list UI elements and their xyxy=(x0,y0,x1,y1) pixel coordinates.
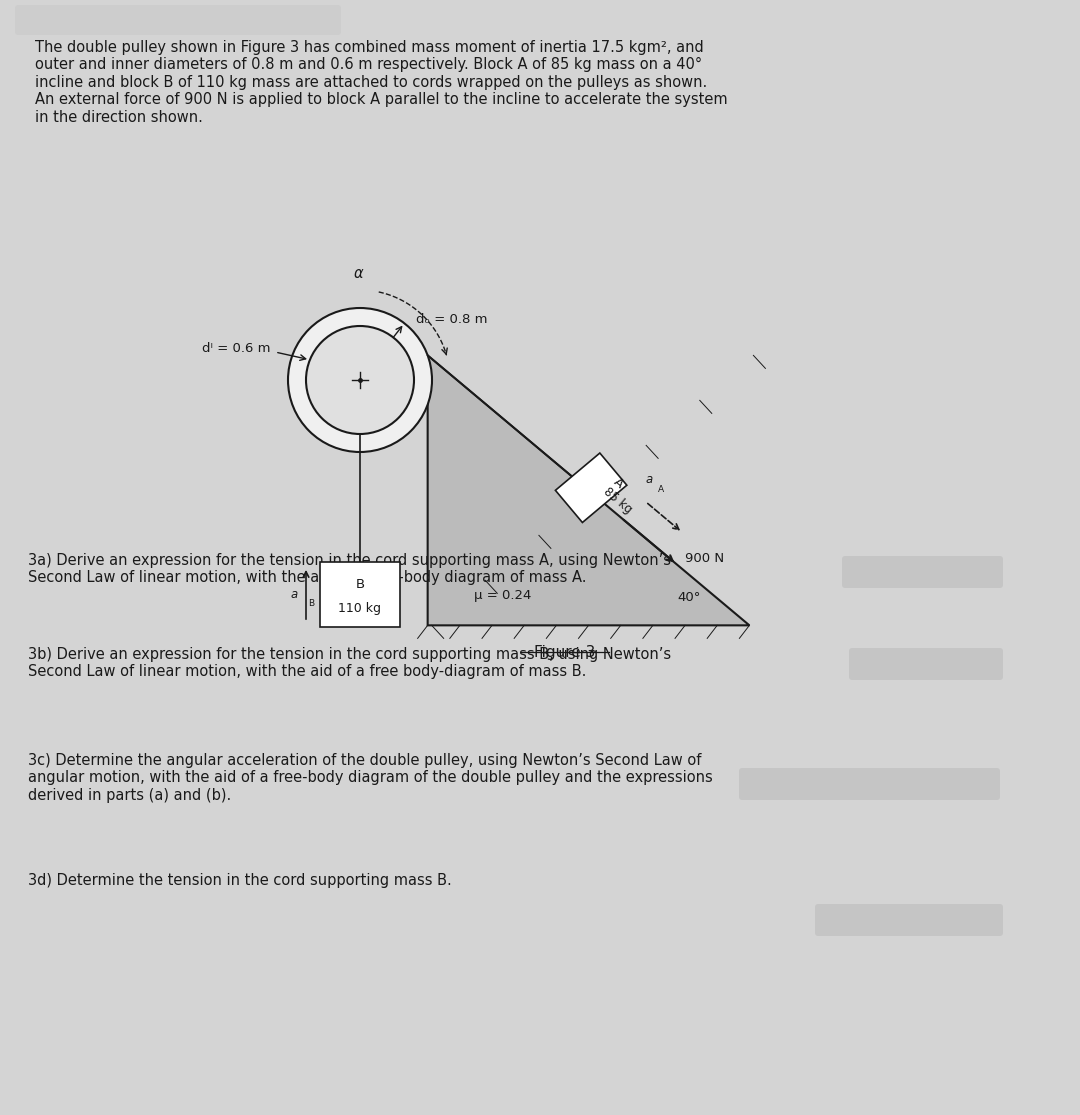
Text: Figure 3: Figure 3 xyxy=(534,644,595,660)
Text: μ = 0.24: μ = 0.24 xyxy=(474,589,531,602)
FancyBboxPatch shape xyxy=(849,648,1003,680)
Text: 110 kg: 110 kg xyxy=(338,602,381,615)
Text: 900 N: 900 N xyxy=(685,552,724,565)
Text: 40°: 40° xyxy=(678,591,701,604)
FancyBboxPatch shape xyxy=(842,556,1003,588)
Polygon shape xyxy=(428,356,750,626)
Text: A: A xyxy=(610,475,625,491)
Text: 3d) Determine the tension in the cord supporting mass B.: 3d) Determine the tension in the cord su… xyxy=(28,873,451,888)
Text: A: A xyxy=(658,485,664,494)
Text: The double pulley shown in Figure 3 has combined mass moment of inertia 17.5 kgm: The double pulley shown in Figure 3 has … xyxy=(35,40,728,125)
Bar xyxy=(320,562,400,627)
Circle shape xyxy=(288,308,432,452)
Text: α: α xyxy=(353,266,363,281)
Circle shape xyxy=(306,326,414,434)
Text: B: B xyxy=(355,579,365,591)
FancyBboxPatch shape xyxy=(815,904,1003,935)
Text: B: B xyxy=(308,599,314,608)
Text: 85 kg: 85 kg xyxy=(602,485,635,516)
Text: 3c) Determine the angular acceleration of the double pulley, using Newton’s Seco: 3c) Determine the angular acceleration o… xyxy=(28,753,713,803)
Text: a: a xyxy=(291,588,298,601)
Polygon shape xyxy=(555,453,626,523)
FancyBboxPatch shape xyxy=(15,4,341,35)
Text: dᴵ = 0.6 m: dᴵ = 0.6 m xyxy=(202,341,270,355)
Text: 3b) Derive an expression for the tension in the cord supporting mass B, using Ne: 3b) Derive an expression for the tension… xyxy=(28,647,671,679)
Text: 3a) Derive an expression for the tension in the cord supporting mass A, using Ne: 3a) Derive an expression for the tension… xyxy=(28,553,671,585)
FancyBboxPatch shape xyxy=(739,768,1000,799)
Text: a: a xyxy=(646,473,652,486)
Text: dₒ = 0.8 m: dₒ = 0.8 m xyxy=(416,313,488,326)
